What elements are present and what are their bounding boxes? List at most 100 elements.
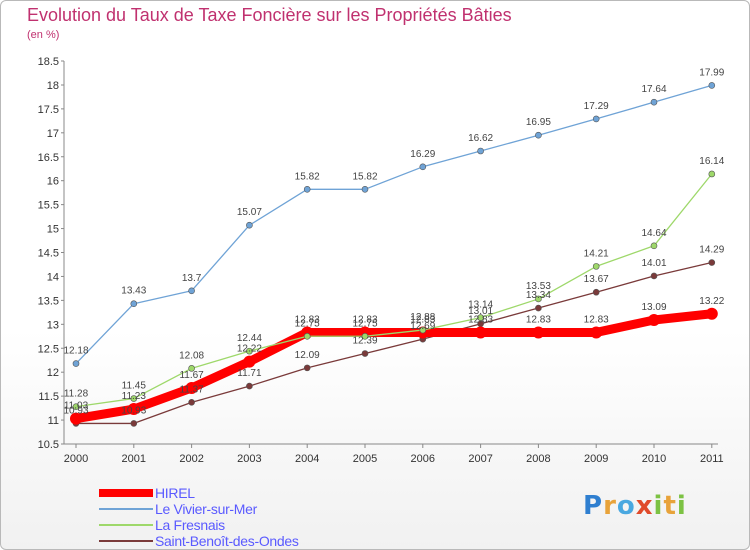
x-tick-label: 2006 [411,453,435,465]
data-label-la-fresnais: 14.64 [641,228,666,239]
logo-letter: P [583,491,604,521]
data-label-saint-benoit-des-ondes: 10.93 [121,405,146,416]
data-label-le-vivier-sur-mer: 17.99 [699,67,724,78]
y-tick-label: 14.5 [38,248,59,260]
data-point-la-fresnais [708,170,716,178]
data-point-hirel [648,314,660,327]
data-label-hirel: 12.83 [584,314,609,325]
x-tick-label: 2010 [642,453,666,465]
y-tick-label: 18.5 [38,56,59,68]
data-point-la-fresnais [477,314,484,321]
data-label-le-vivier-sur-mer: 13.43 [121,286,146,297]
data-point-hirel [705,307,718,320]
data-label-le-vivier-sur-mer: 16.29 [410,149,435,160]
data-label-la-fresnais: 12.44 [237,333,262,344]
data-point-la-fresnais [246,347,253,355]
data-point-hirel [243,355,256,368]
data-point-la-fresnais [130,395,138,402]
chart-title: Evolution du Taux de Taxe Foncière sur l… [27,5,512,25]
y-tick-label: 18 [47,80,59,92]
series-line-hirel [71,309,717,424]
data-label-saint-benoit-des-ondes: 12.69 [410,321,435,332]
y-tick-label: 11.5 [38,391,59,403]
data-label-la-fresnais: 12.88 [410,312,435,323]
y-tick-label: 13.5 [38,295,59,307]
data-label-saint-benoit-des-ondes: 14.29 [699,245,724,256]
x-tick-label: 2000 [64,453,88,465]
x-tick-label: 2011 [700,453,724,465]
data-point-saint-benoit-des-ondes [188,399,195,406]
data-label-saint-benoit-des-ondes: 14.01 [641,258,666,269]
y-tick-label: 12 [47,367,59,379]
data-label-hirel: 11.67 [179,370,204,381]
logo-letter: i [676,491,687,521]
y-tick-label: 15 [47,224,59,236]
logo-letter: o [616,491,636,521]
data-label-le-vivier-sur-mer: 16.95 [526,117,551,128]
logo-letter: x [635,491,654,521]
logo-letter: i [653,491,664,521]
data-point-saint-benoit-des-ondes [130,420,138,427]
legend-swatch-saint-benoit-des-ondes [99,540,153,542]
series-line-saint-benoit-des-ondes [75,261,713,425]
series-line-la-fresnais [75,173,713,408]
data-label-saint-benoit-des-ondes: 10.93 [63,405,88,416]
data-label-la-fresnais: 11.45 [122,381,147,392]
data-point-le-vivier-sur-mer [246,221,253,229]
data-label-le-vivier-sur-mer: 13.7 [182,273,202,284]
data-label-hirel: 12.83 [295,314,320,325]
data-point-la-fresnais [72,403,80,410]
legend-label-saint-benoit-des-ondes: Saint-Benoît-des-Ondes [155,533,299,549]
y-tick-label: 16 [47,176,59,188]
y-tick-label: 12.5 [38,343,59,355]
data-point-la-fresnais [535,295,542,303]
data-point-le-vivier-sur-mer [650,98,658,106]
data-label-la-fresnais: 16.14 [699,156,724,167]
legend-item-le-vivier-sur-mer: Le Vivier-sur-Mer [99,501,399,517]
x-tick-label: 2002 [179,453,203,465]
data-label-la-fresnais: 11.28 [64,389,89,400]
data-point-le-vivier-sur-mer [188,287,195,295]
y-tick-label: 11 [48,415,59,427]
data-label-la-fresnais: 12.08 [179,350,204,361]
data-point-le-vivier-sur-mer [361,186,369,193]
x-tick-label: 2007 [468,453,492,465]
data-point-le-vivier-sur-mer [303,186,311,193]
data-label-saint-benoit-des-ondes: 12.09 [295,350,320,361]
data-point-la-fresnais [419,326,427,334]
data-point-le-vivier-sur-mer [535,131,542,139]
unit-label: (en %) [27,29,60,41]
x-tick-label: 2008 [526,453,550,465]
data-label-hirel: 13.09 [641,302,666,313]
data-label-saint-benoit-des-ondes: 12.39 [352,336,377,347]
y-tick-label: 10.5 [38,439,59,451]
data-point-hirel [185,381,198,394]
data-label-saint-benoit-des-ondes: 11.37 [179,384,204,395]
data-point-le-vivier-sur-mer [708,82,716,89]
data-point-saint-benoit-des-ondes [592,288,600,296]
logo-letter: r [603,491,617,521]
data-label-la-fresnais: 14.21 [584,248,609,259]
data-label-le-vivier-sur-mer: 12.18 [63,346,88,357]
legend: HIREL Le Vivier-sur-Mer La Fresnais Sain… [99,485,399,549]
series-line-le-vivier-sur-mer [75,84,713,365]
legend-item-saint-benoit-des-ondes: Saint-Benoît-des-Ondes [99,533,399,549]
data-label-le-vivier-sur-mer: 17.64 [641,84,666,95]
data-point-saint-benoit-des-ondes [361,350,369,357]
data-label-le-vivier-sur-mer: 15.82 [295,171,320,182]
data-point-la-fresnais [303,332,311,340]
x-tick-label: 2003 [237,453,261,465]
data-point-hirel [532,326,545,339]
data-label-le-vivier-sur-mer: 16.62 [468,133,493,144]
data-label-le-vivier-sur-mer: 15.82 [352,171,377,182]
data-label-hirel: 11.23 [122,391,147,402]
data-point-la-fresnais [361,332,369,340]
y-tick-label: 13 [47,319,59,331]
data-label-hirel: 12.83 [410,314,435,325]
x-tick-label: 2005 [353,453,377,465]
legend-swatch-hirel [99,489,153,497]
x-tick-label: 2001 [122,453,146,465]
logo-letter: t [663,491,677,521]
legend-item-hirel: HIREL [99,485,399,501]
y-tick-label: 15.5 [38,200,59,212]
